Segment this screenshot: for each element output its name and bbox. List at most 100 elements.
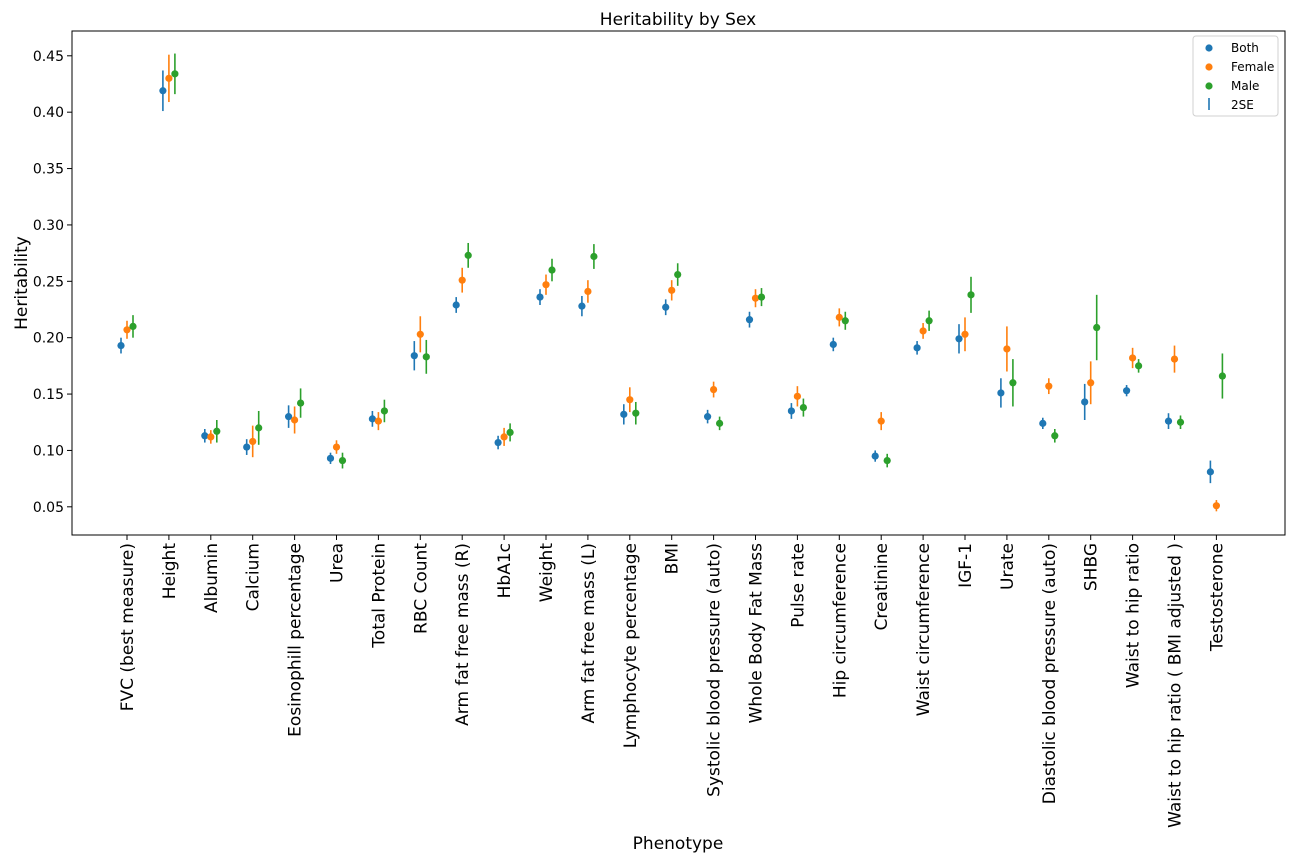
x-tick-label: Pulse rate bbox=[788, 543, 808, 628]
data-point bbox=[1212, 502, 1220, 510]
x-tick-label: Hip circumference bbox=[830, 543, 850, 698]
x-tick-label: Testosterone bbox=[1207, 543, 1227, 652]
data-point bbox=[668, 286, 676, 294]
y-axis-ticks: 0.05 0.10 0.15 0.20 0.25 0.30 0.35 0.40 0.45 bbox=[33, 49, 72, 516]
data-point bbox=[542, 281, 550, 289]
data-point bbox=[129, 322, 137, 331]
x-tick-label: SHBG bbox=[1082, 543, 1102, 591]
legend-label: Female bbox=[1231, 60, 1274, 74]
legend-marker bbox=[1205, 82, 1213, 90]
y-tick-label: 0.40 bbox=[33, 105, 64, 121]
legend-marker bbox=[1205, 44, 1213, 52]
x-tick-label: IGF-1 bbox=[956, 543, 976, 588]
data-point bbox=[165, 74, 173, 82]
x-tick-label: Arm fat free mass (L) bbox=[579, 543, 599, 724]
y-tick-label: 0.10 bbox=[33, 443, 64, 459]
x-axis-label: Phenotype bbox=[633, 834, 724, 854]
data-point bbox=[285, 413, 293, 421]
x-tick-label: Albumin bbox=[202, 543, 222, 613]
data-point bbox=[291, 416, 299, 424]
data-point bbox=[249, 437, 257, 446]
data-point bbox=[1087, 379, 1095, 387]
plot-frame bbox=[71, 30, 1286, 536]
y-tick-label: 0.45 bbox=[33, 49, 64, 65]
data-point bbox=[913, 344, 921, 352]
data-point bbox=[919, 327, 927, 335]
y-tick-label: 0.35 bbox=[33, 162, 64, 178]
data-point bbox=[620, 410, 628, 418]
data-point bbox=[243, 443, 251, 451]
data-point bbox=[410, 352, 418, 360]
x-tick-label: Eosinophill percentage bbox=[286, 543, 306, 737]
data-point bbox=[841, 317, 849, 325]
data-point bbox=[835, 313, 843, 321]
legend-marker bbox=[1205, 63, 1213, 71]
x-tick-label: Calcium bbox=[244, 543, 264, 611]
data-point bbox=[117, 341, 125, 350]
x-tick-label: Waist to hip ratio bbox=[1124, 543, 1144, 688]
series-male bbox=[129, 53, 1226, 469]
data-point bbox=[1164, 417, 1173, 425]
data-point bbox=[255, 424, 263, 432]
chart-title: Heritability by Sex bbox=[600, 10, 756, 30]
data-point bbox=[662, 303, 670, 311]
x-tick-label: BMI bbox=[663, 543, 683, 574]
x-tick-label: Waist circumference bbox=[914, 543, 934, 716]
data-point bbox=[464, 251, 472, 259]
y-tick-label: 0.25 bbox=[33, 274, 64, 290]
legend-label: 2SE bbox=[1231, 98, 1254, 112]
x-tick-label: Total Protein bbox=[369, 543, 389, 649]
data-point bbox=[536, 293, 544, 301]
y-tick-label: 0.05 bbox=[33, 500, 64, 516]
data-point bbox=[458, 276, 466, 284]
data-point bbox=[716, 419, 724, 427]
data-point bbox=[1135, 362, 1143, 370]
data-point bbox=[710, 385, 718, 394]
data-point bbox=[1009, 379, 1017, 387]
x-tick-label: RBC Count bbox=[411, 543, 431, 634]
data-point bbox=[1039, 419, 1047, 427]
data-point bbox=[380, 407, 388, 415]
series-female bbox=[123, 54, 1220, 512]
y-tick-label: 0.20 bbox=[33, 331, 64, 347]
data-point bbox=[787, 407, 796, 415]
data-point bbox=[751, 294, 760, 302]
data-point bbox=[877, 417, 885, 425]
data-point bbox=[578, 302, 586, 310]
data-point bbox=[506, 428, 514, 436]
x-tick-label: Height bbox=[160, 543, 180, 600]
data-point bbox=[171, 70, 179, 78]
data-point bbox=[326, 454, 335, 462]
data-point bbox=[997, 389, 1005, 397]
data-point bbox=[925, 317, 933, 325]
data-point bbox=[1170, 355, 1179, 363]
x-tick-label: Urea bbox=[328, 543, 348, 583]
data-point bbox=[829, 340, 837, 349]
x-tick-label: Weight bbox=[537, 543, 557, 603]
data-point bbox=[422, 353, 430, 361]
data-point bbox=[1123, 387, 1131, 395]
x-tick-label: HbA1c bbox=[495, 543, 515, 598]
data-point bbox=[368, 415, 376, 423]
legend-box bbox=[1192, 35, 1279, 117]
data-point bbox=[1206, 468, 1214, 476]
data-point bbox=[1218, 372, 1226, 380]
data-point bbox=[213, 427, 221, 435]
data-point bbox=[452, 301, 460, 309]
data-point bbox=[590, 252, 598, 261]
legend: Both Female Male 2SE bbox=[1192, 35, 1279, 117]
x-tick-label: Creatinine bbox=[872, 543, 892, 630]
x-tick-label: Systolic blood pressure (auto) bbox=[705, 543, 725, 797]
data-point bbox=[961, 330, 969, 338]
data-point bbox=[1176, 418, 1185, 426]
data-point bbox=[871, 452, 879, 460]
data-point bbox=[201, 432, 209, 440]
data-marks bbox=[117, 53, 1226, 512]
x-tick-label: Waist to hip ratio ( BMI adjusted ) bbox=[1166, 543, 1186, 828]
data-point bbox=[584, 287, 592, 296]
x-tick-label: Whole Body Fat Mass bbox=[747, 543, 767, 724]
x-axis-ticks: FVC (best measure) Height Albumin Calcium Eo… bbox=[118, 535, 1227, 828]
data-point bbox=[967, 291, 975, 299]
